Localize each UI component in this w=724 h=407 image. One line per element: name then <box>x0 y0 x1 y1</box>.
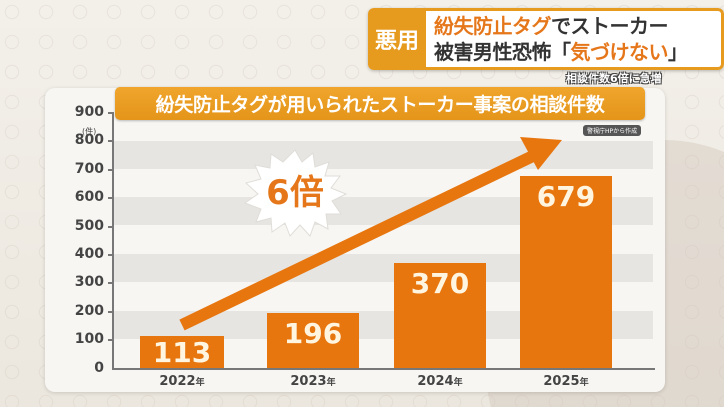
headline-highlight-1: 紛失防止タグ <box>434 14 552 38</box>
bar-2022: 113 <box>140 336 224 369</box>
y-tick <box>108 112 113 114</box>
y-tick-label: 700 <box>74 161 104 177</box>
headline-line-2: 被害男性恐怖「気づけない」 <box>434 39 713 65</box>
bar-value-label: 370 <box>410 267 470 300</box>
x-tick-label: 2022年 <box>136 374 228 389</box>
y-tick <box>108 282 113 284</box>
y-tick-label: 200 <box>74 303 104 319</box>
sub-caption: 相談件数6倍に急増 <box>566 72 662 85</box>
y-tick <box>108 226 113 228</box>
x-tick-label: 2024年 <box>394 374 486 389</box>
headline-line-1: 紛失防止タグでストーカー <box>434 13 713 39</box>
callout-text: 6倍 <box>266 173 324 213</box>
y-tick <box>108 254 113 256</box>
x-year: 2024 <box>417 374 454 389</box>
y-tick-label: 800 <box>74 132 104 148</box>
x-tick-label: 2023年 <box>267 374 359 389</box>
y-tick-label: 0 <box>94 360 104 376</box>
y-unit-label: (件) <box>82 127 97 136</box>
headline-highlight-2: 気づけない <box>570 40 669 64</box>
x-tick-label: 2025年 <box>520 374 612 389</box>
bar-2025: 679 <box>520 176 612 368</box>
y-tick <box>108 140 113 142</box>
y-tick-label: 400 <box>74 246 104 262</box>
bar-2024: 370 <box>394 263 486 368</box>
headline-suffix-2: 」 <box>668 40 688 64</box>
x-year: 2023 <box>290 374 327 389</box>
y-tick-label: 100 <box>74 331 104 347</box>
x-year-suffix: 年 <box>579 378 589 388</box>
headline-box: 悪用 紛失防止タグでストーカー 被害男性恐怖「気づけない」 <box>368 8 724 70</box>
x-year: 2022 <box>159 374 196 389</box>
x-year-suffix: 年 <box>326 378 336 388</box>
headline-prefix-2: 被害男性恐怖「 <box>434 40 571 64</box>
y-tick <box>108 197 113 199</box>
bar-value-label: 679 <box>536 180 596 213</box>
y-tick <box>108 169 113 171</box>
x-year-suffix: 年 <box>453 378 463 388</box>
y-axis <box>112 112 114 369</box>
source-badge: 警視庁HPから作成 <box>583 125 642 136</box>
headline-tag: 悪用 <box>368 8 426 70</box>
bar-value-label: 196 <box>283 317 343 350</box>
y-tick <box>108 311 113 313</box>
y-tick-label: 300 <box>74 274 104 290</box>
x-year-suffix: 年 <box>195 378 205 388</box>
bar-2023: 196 <box>267 313 359 368</box>
headline-text-1: でストーカー <box>551 14 669 38</box>
y-tick-label: 600 <box>74 189 104 205</box>
y-tick <box>108 339 113 341</box>
y-tick-label: 900 <box>74 104 104 120</box>
headline-body: 紛失防止タグでストーカー 被害男性恐怖「気づけない」 <box>426 8 724 70</box>
bar-value-label: 113 <box>152 336 212 369</box>
y-tick-label: 500 <box>74 218 104 234</box>
grid-band <box>113 141 653 170</box>
chart-title: 紛失防止タグが用いられたストーカー事案の相談件数 <box>115 87 645 120</box>
x-axis <box>112 368 655 370</box>
x-year: 2025 <box>543 374 580 389</box>
